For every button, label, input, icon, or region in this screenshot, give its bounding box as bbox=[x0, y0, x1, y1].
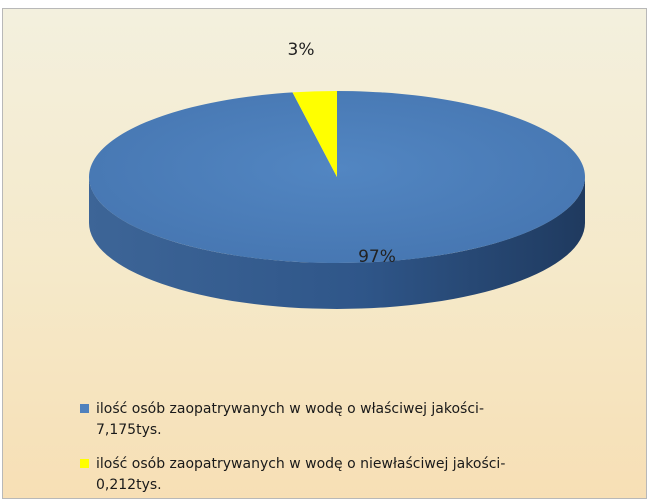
legend-swatch-yellow bbox=[80, 459, 89, 468]
pie-side-wall bbox=[89, 177, 585, 309]
label-97-percent: 97% bbox=[358, 247, 396, 267]
legend-item-proper-quality: ilość osób zaopatrywanych w wodę o właśc… bbox=[78, 399, 618, 441]
legend: ilość osób zaopatrywanych w wodę o właśc… bbox=[78, 399, 618, 498]
legend-swatch-blue bbox=[80, 404, 89, 413]
chart-area: 3% 97% ilość osób zaopatrywanych w wodę … bbox=[2, 8, 647, 499]
pie-slice-improper-quality bbox=[292, 91, 337, 177]
legend-item-improper-quality: ilość osób zaopatrywanych w wodę o niewł… bbox=[78, 454, 618, 496]
legend-label-line1: ilość osób zaopatrywanych w wodę o właśc… bbox=[96, 401, 484, 417]
legend-label-line2: 7,175tys. bbox=[96, 422, 162, 438]
legend-label-line2: 0,212tys. bbox=[96, 477, 162, 493]
pie-slice-proper-quality bbox=[88, 91, 585, 263]
legend-label-line1: ilość osób zaopatrywanych w wodę o niewł… bbox=[96, 456, 506, 472]
label-3-percent: 3% bbox=[288, 40, 315, 60]
pie-chart: 3% 97% bbox=[88, 40, 585, 309]
